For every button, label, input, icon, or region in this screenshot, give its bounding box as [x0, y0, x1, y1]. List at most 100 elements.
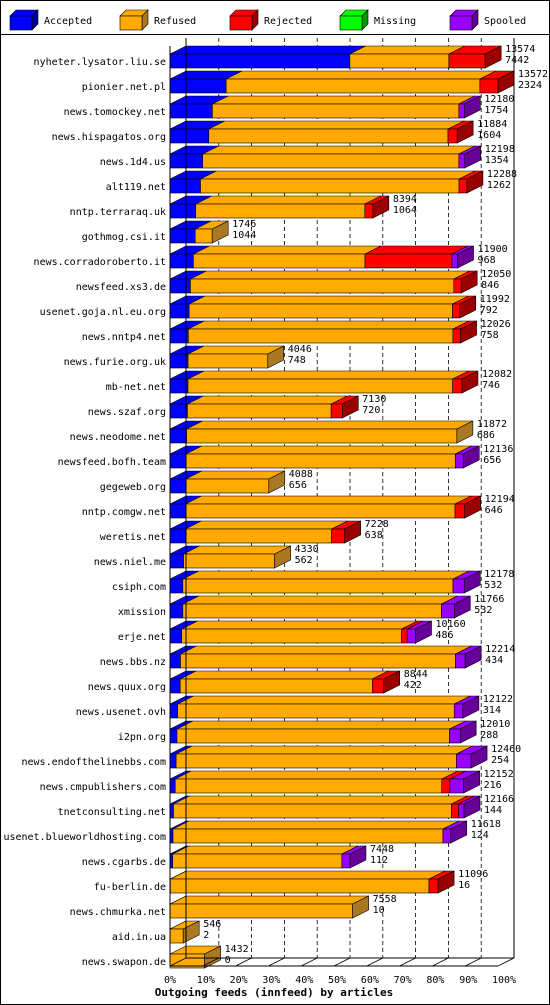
bar-segment-refused [181, 628, 402, 644]
legend-swatch [229, 15, 253, 31]
host-label: alt119.net [106, 182, 166, 193]
bar-segment-accepted [169, 103, 213, 119]
bar-segment-accepted [169, 678, 181, 694]
host-label: gothmog.csi.it [82, 232, 166, 243]
bar-segment-refused [185, 453, 456, 469]
bar-segment-top-refused [349, 45, 466, 55]
legend-swatch [119, 15, 143, 31]
bar-segment-top-refused [177, 695, 471, 705]
bar-segment-top-refused [185, 470, 285, 480]
legend: Accepted Refused Rejected Missing Spooled [9, 9, 526, 31]
bar-segment-top-refused [185, 445, 472, 455]
host-label: i2pn.org [118, 732, 166, 743]
bar-end-cap [372, 195, 390, 219]
accepted-label: 646 [485, 505, 503, 516]
accepted-label: 254 [491, 755, 509, 766]
total-label: 8844 [404, 669, 428, 680]
x-tick-label: 10% [197, 975, 215, 986]
bar-segment-accepted [169, 628, 183, 644]
bar-segment-spooled [458, 803, 465, 819]
accepted-label: 1262 [487, 180, 511, 191]
bar-segment-refused [169, 928, 184, 944]
bar-segment-top-refused [193, 245, 382, 255]
bar-segment-top-refused [190, 270, 470, 280]
accepted-label: 562 [295, 555, 313, 566]
bar-segment-rejected [364, 253, 453, 269]
accepted-label: 434 [485, 655, 503, 666]
host-label: news.chmurka.net [70, 907, 166, 918]
host-label: news.corradoroberto.it [34, 257, 166, 268]
total-label: 11872 [477, 419, 507, 430]
bar-segment-top-refused [170, 895, 369, 905]
bar-segment-spooled [452, 578, 465, 594]
bar-segment-top-refused [202, 145, 475, 155]
accepted-label: 1604 [477, 130, 501, 141]
bar-segment-refused [187, 353, 269, 369]
x-tick-label: 50% [328, 975, 346, 986]
host-label: fu-berlin.de [94, 882, 166, 893]
host-label: erje.net [118, 632, 166, 643]
accepted-label: 144 [484, 805, 502, 816]
bar-end-cap [454, 595, 471, 619]
bar-segment-spooled [454, 453, 464, 469]
bar-segment-accepted [169, 703, 178, 719]
bar-segment-refused [185, 503, 456, 519]
legend-item-spooled: Spooled [449, 9, 526, 31]
x-tick-label: 60% [361, 975, 379, 986]
host-label: news.furie.org.uk [64, 357, 166, 368]
bar-segment-refused [349, 53, 450, 69]
bar-segment-top-refused [180, 670, 389, 680]
bar-segment-refused [170, 878, 430, 894]
x-tick-label: 70% [394, 975, 412, 986]
bar-segment-top-refused [181, 620, 418, 630]
bar-segment-accepted [169, 403, 188, 419]
bar-end-cap [268, 470, 286, 494]
bar-end-cap [344, 520, 361, 544]
bar-segment-refused [177, 703, 455, 719]
accepted-label: 288 [480, 730, 498, 741]
bar-end-cap [463, 770, 480, 794]
accepted-label: 748 [288, 355, 306, 366]
accepted-label: 16 [458, 880, 470, 891]
bar-segment-top-refused [185, 520, 348, 530]
tick-mark [169, 957, 187, 967]
x-tick-label: 90% [459, 975, 477, 986]
bar-segment-top-refused [185, 495, 472, 505]
bar-segment-rejected [452, 328, 461, 344]
bar-segment-refused [172, 828, 444, 844]
bar-end-cap [450, 820, 468, 844]
bar-segment-refused [182, 603, 442, 619]
bar-segment-top-refused [187, 370, 469, 380]
bar-segment-rejected [428, 878, 439, 894]
tick-mark [399, 957, 416, 967]
bar-segment-refused [202, 153, 460, 169]
bar-segment-accepted [169, 528, 186, 544]
host-label: news.quux.org [88, 682, 166, 693]
bar-segment-refused [169, 903, 353, 919]
bar-segment-refused [187, 378, 453, 394]
total-label: 12136 [483, 444, 513, 455]
bar-segment-rejected [330, 403, 343, 419]
bar-end-cap [415, 620, 432, 644]
bar-end-cap [462, 695, 480, 719]
tick-mark [268, 957, 285, 967]
bar-segment-refused [188, 328, 454, 344]
bar-segment-refused [193, 253, 366, 269]
bar-segment-refused [173, 803, 452, 819]
bar-segment-top-refused [208, 120, 465, 130]
bar-segment-rejected [458, 178, 468, 194]
tick-mark [497, 957, 515, 967]
total-label: 12288 [487, 169, 517, 180]
bar-segment-rejected [448, 53, 486, 69]
